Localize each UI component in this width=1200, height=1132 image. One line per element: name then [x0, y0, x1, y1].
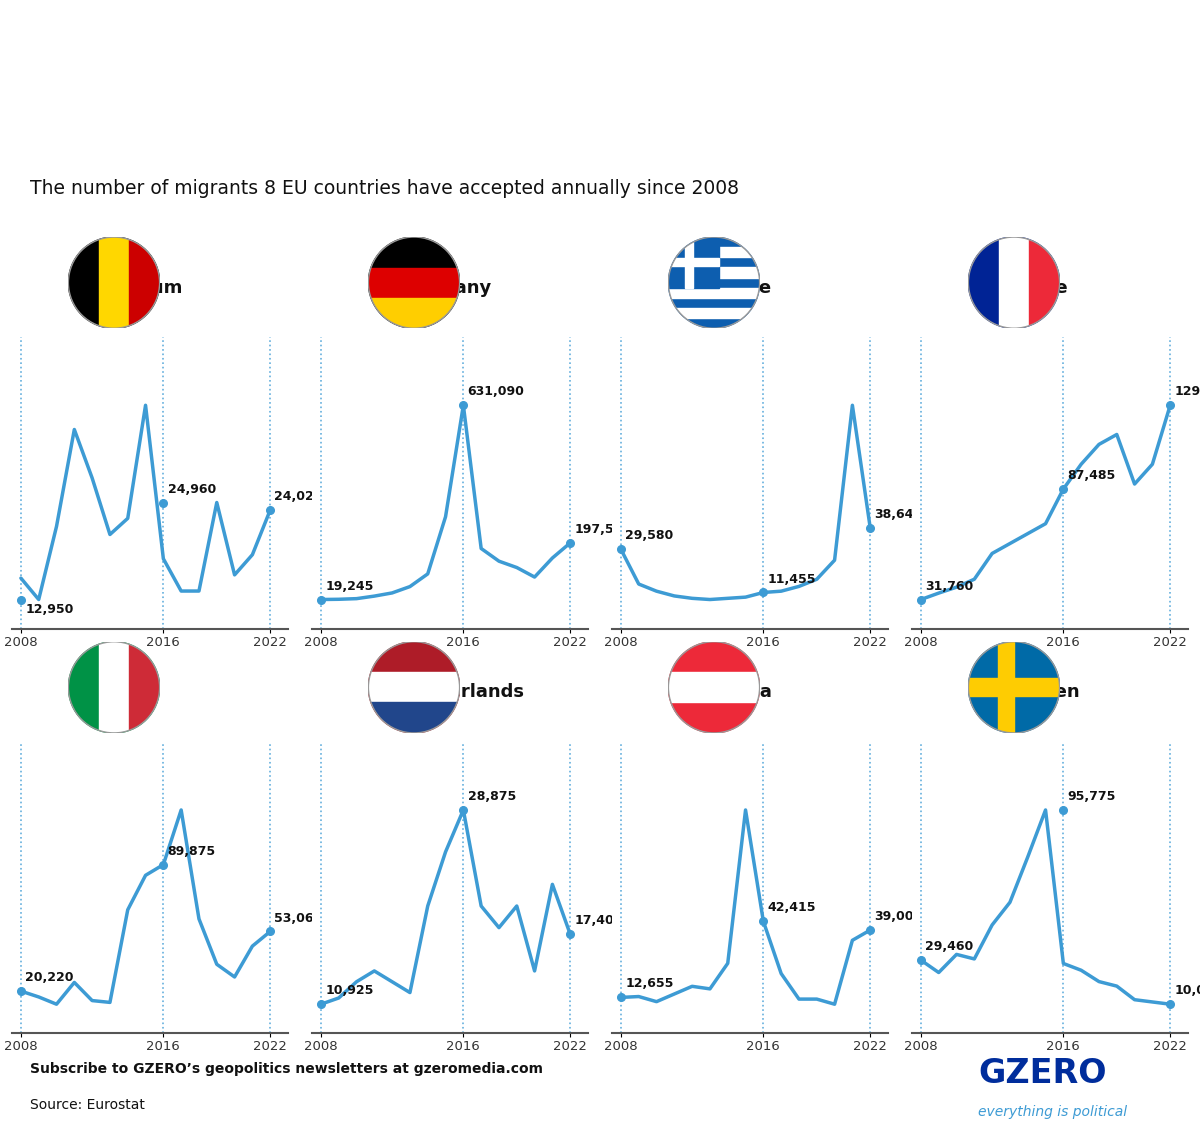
Text: Where are migrants going in the EU?: Where are migrants going in the EU? [30, 54, 1076, 104]
Text: 20,220: 20,220 [25, 971, 73, 984]
Text: 29,580: 29,580 [625, 530, 673, 542]
Text: 38,645: 38,645 [875, 508, 923, 521]
Circle shape [68, 237, 160, 328]
FancyBboxPatch shape [368, 702, 460, 732]
Text: 129,735: 129,735 [1175, 385, 1200, 398]
Text: 19,245: 19,245 [325, 580, 373, 592]
Text: GZERO: GZERO [978, 1056, 1106, 1090]
Text: 53,060: 53,060 [275, 911, 323, 925]
FancyBboxPatch shape [368, 267, 460, 298]
Text: 10,010: 10,010 [1175, 984, 1200, 997]
Text: 87,485: 87,485 [1068, 469, 1116, 482]
Circle shape [368, 642, 460, 732]
Text: France: France [1001, 278, 1068, 297]
Text: 11,455: 11,455 [768, 573, 816, 585]
Text: 42,415: 42,415 [768, 901, 816, 915]
Text: 197,540: 197,540 [575, 523, 631, 535]
Text: 24,960: 24,960 [168, 482, 216, 496]
FancyBboxPatch shape [98, 237, 130, 328]
Text: Austria: Austria [701, 684, 773, 702]
Text: 17,400: 17,400 [575, 915, 623, 927]
Text: 24,025: 24,025 [275, 490, 323, 503]
Circle shape [668, 642, 760, 732]
Text: 28,875: 28,875 [468, 790, 516, 803]
Circle shape [368, 237, 460, 328]
Text: 10,925: 10,925 [325, 984, 373, 997]
Circle shape [968, 237, 1060, 328]
FancyBboxPatch shape [668, 672, 760, 702]
Text: 12,950: 12,950 [25, 603, 73, 616]
FancyBboxPatch shape [668, 258, 719, 266]
FancyBboxPatch shape [668, 267, 760, 277]
FancyBboxPatch shape [685, 237, 692, 288]
FancyBboxPatch shape [668, 288, 760, 298]
Text: Belgium: Belgium [101, 278, 182, 297]
FancyBboxPatch shape [668, 237, 719, 288]
FancyBboxPatch shape [1030, 237, 1060, 328]
FancyBboxPatch shape [368, 298, 460, 328]
FancyBboxPatch shape [130, 237, 160, 328]
Text: Italy: Italy [101, 684, 145, 702]
FancyBboxPatch shape [130, 642, 160, 732]
Text: The number of migrants 8 EU countries have accepted annually since 2008: The number of migrants 8 EU countries ha… [30, 179, 739, 198]
Circle shape [668, 237, 760, 328]
Text: Source: Eurostat: Source: Eurostat [30, 1098, 145, 1112]
Text: 39,000: 39,000 [875, 910, 923, 923]
Text: Subscribe to GZERO’s geopolitics newsletters at gzeromedia.com: Subscribe to GZERO’s geopolitics newslet… [30, 1062, 542, 1075]
Text: 29,460: 29,460 [925, 941, 973, 953]
Text: 631,090: 631,090 [468, 385, 524, 398]
FancyBboxPatch shape [998, 237, 1030, 328]
Circle shape [968, 642, 1060, 732]
FancyBboxPatch shape [668, 247, 760, 257]
Text: Netherlands: Netherlands [401, 684, 524, 702]
Circle shape [68, 642, 160, 732]
FancyBboxPatch shape [98, 642, 130, 732]
Text: everything is political: everything is political [978, 1105, 1127, 1120]
FancyBboxPatch shape [368, 672, 460, 702]
Text: 95,775: 95,775 [1068, 790, 1116, 803]
Text: 12,655: 12,655 [625, 977, 673, 990]
Text: 31,760: 31,760 [925, 580, 973, 592]
Text: Sweden: Sweden [1001, 684, 1080, 702]
FancyBboxPatch shape [998, 642, 1014, 732]
Text: Germany: Germany [401, 278, 492, 297]
Text: Greece: Greece [701, 278, 772, 297]
FancyBboxPatch shape [668, 308, 760, 318]
FancyBboxPatch shape [968, 678, 1060, 696]
Text: 89,875: 89,875 [168, 844, 216, 858]
